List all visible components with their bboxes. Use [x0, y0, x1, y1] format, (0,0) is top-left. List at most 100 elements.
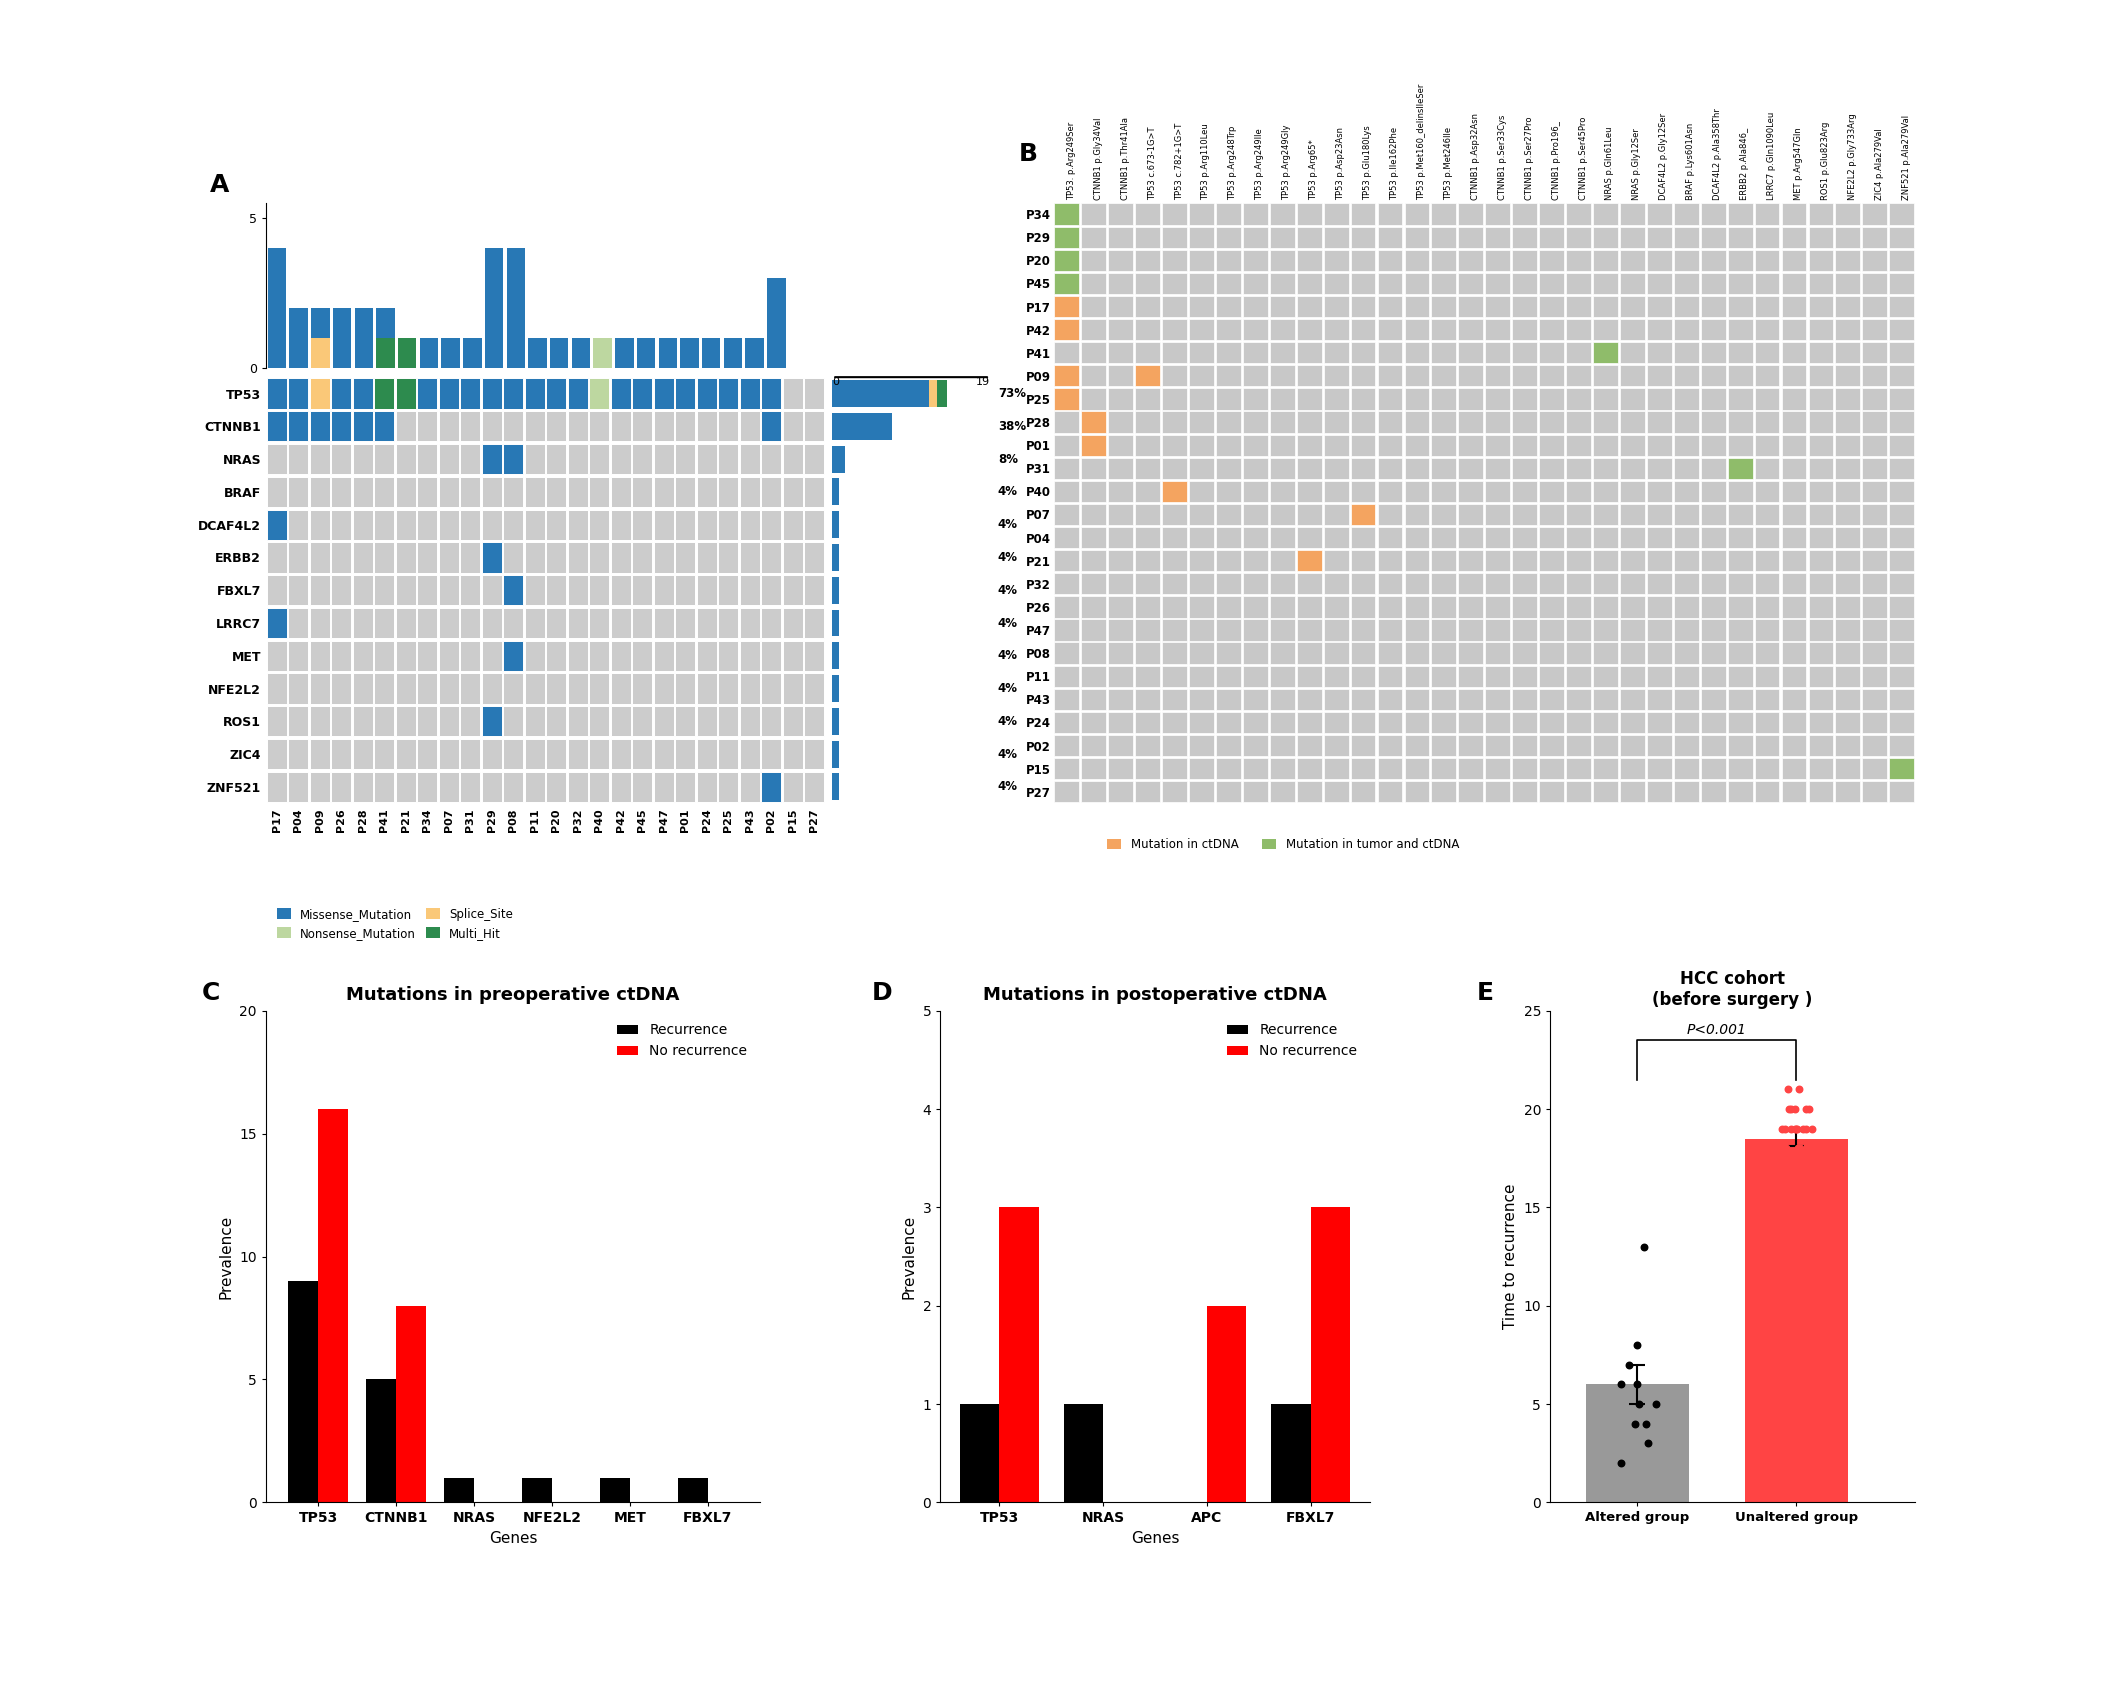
Bar [1781, 689, 1807, 711]
Bar [481, 641, 502, 670]
Point [1605, 1450, 1639, 1477]
Bar [1081, 226, 1107, 248]
Bar [1756, 226, 1779, 248]
Bar [317, 1109, 347, 1502]
Bar [1619, 250, 1645, 272]
Bar [1566, 434, 1592, 456]
Bar [1836, 388, 1860, 410]
Bar [1566, 782, 1592, 802]
Bar [1190, 412, 1213, 432]
Bar [1404, 295, 1430, 317]
Bar [741, 378, 760, 408]
Bar [1432, 481, 1456, 501]
Bar [1215, 295, 1241, 317]
Bar [1458, 434, 1483, 456]
Bar [266, 444, 287, 474]
Bar [1243, 734, 1268, 756]
Bar [1351, 226, 1375, 248]
Bar [762, 476, 781, 506]
Bar [1890, 295, 1913, 317]
Bar [1081, 758, 1107, 780]
Bar [1243, 712, 1268, 733]
Bar [719, 674, 738, 704]
Bar [1781, 273, 1807, 294]
Bar [445, 1477, 475, 1502]
Bar [1109, 596, 1132, 618]
Bar [1404, 574, 1430, 594]
Bar [332, 338, 351, 368]
Bar [589, 739, 609, 770]
Bar [675, 412, 696, 441]
Bar [481, 510, 502, 540]
Bar [768, 307, 785, 338]
Bar [1781, 250, 1807, 272]
Bar [1215, 434, 1241, 456]
Bar [1513, 665, 1536, 687]
Bar [1566, 758, 1592, 780]
Bar [526, 771, 545, 802]
Bar [1296, 503, 1321, 525]
Bar [1836, 295, 1860, 317]
Bar [396, 476, 415, 506]
Bar [1270, 712, 1294, 733]
Bar [1162, 388, 1187, 410]
Bar [741, 641, 760, 670]
Point [1762, 1175, 1796, 1202]
Bar [438, 706, 460, 736]
Bar [460, 412, 481, 441]
Bar [1377, 457, 1402, 479]
Bar [1270, 503, 1294, 525]
Bar [1485, 734, 1511, 756]
Bar [504, 674, 523, 704]
Point [1611, 1350, 1645, 1377]
Bar [460, 674, 481, 704]
Bar [632, 739, 651, 770]
Bar [1756, 574, 1779, 594]
Bar [1243, 204, 1268, 225]
Bar [266, 674, 287, 704]
Bar [353, 412, 372, 441]
Bar [1134, 665, 1160, 687]
Bar [481, 706, 502, 736]
Bar [1566, 226, 1592, 248]
Bar [1134, 712, 1160, 733]
Bar [268, 307, 285, 338]
Bar [611, 771, 630, 802]
Bar [1243, 574, 1268, 594]
Bar [1243, 503, 1268, 525]
Text: 19: 19 [977, 376, 990, 387]
Bar [741, 608, 760, 638]
Bar [311, 739, 330, 770]
Bar [289, 771, 309, 802]
Bar [1700, 457, 1726, 479]
Bar [1055, 388, 1079, 410]
Bar [632, 771, 651, 802]
Bar [1647, 665, 1673, 687]
Bar [1566, 273, 1592, 294]
Bar [1836, 527, 1860, 549]
Bar [1377, 412, 1402, 432]
Bar [1539, 550, 1564, 571]
Bar [1270, 550, 1294, 571]
Bar [1539, 481, 1564, 501]
Bar [832, 609, 838, 636]
Bar [1539, 665, 1564, 687]
Bar [1619, 689, 1645, 711]
Bar [332, 674, 351, 704]
Bar [1539, 295, 1564, 317]
Bar [481, 674, 502, 704]
Bar [1700, 481, 1726, 501]
Bar [460, 641, 481, 670]
Bar [1513, 689, 1536, 711]
Bar [311, 412, 330, 441]
Bar [1162, 758, 1187, 780]
Bar [1566, 665, 1592, 687]
Bar [1215, 250, 1241, 272]
Bar [1215, 273, 1241, 294]
Bar [1594, 250, 1617, 272]
Bar [611, 739, 630, 770]
Bar [504, 510, 523, 540]
Bar [1647, 343, 1673, 363]
Bar [1647, 204, 1673, 225]
Bar [1055, 596, 1079, 618]
